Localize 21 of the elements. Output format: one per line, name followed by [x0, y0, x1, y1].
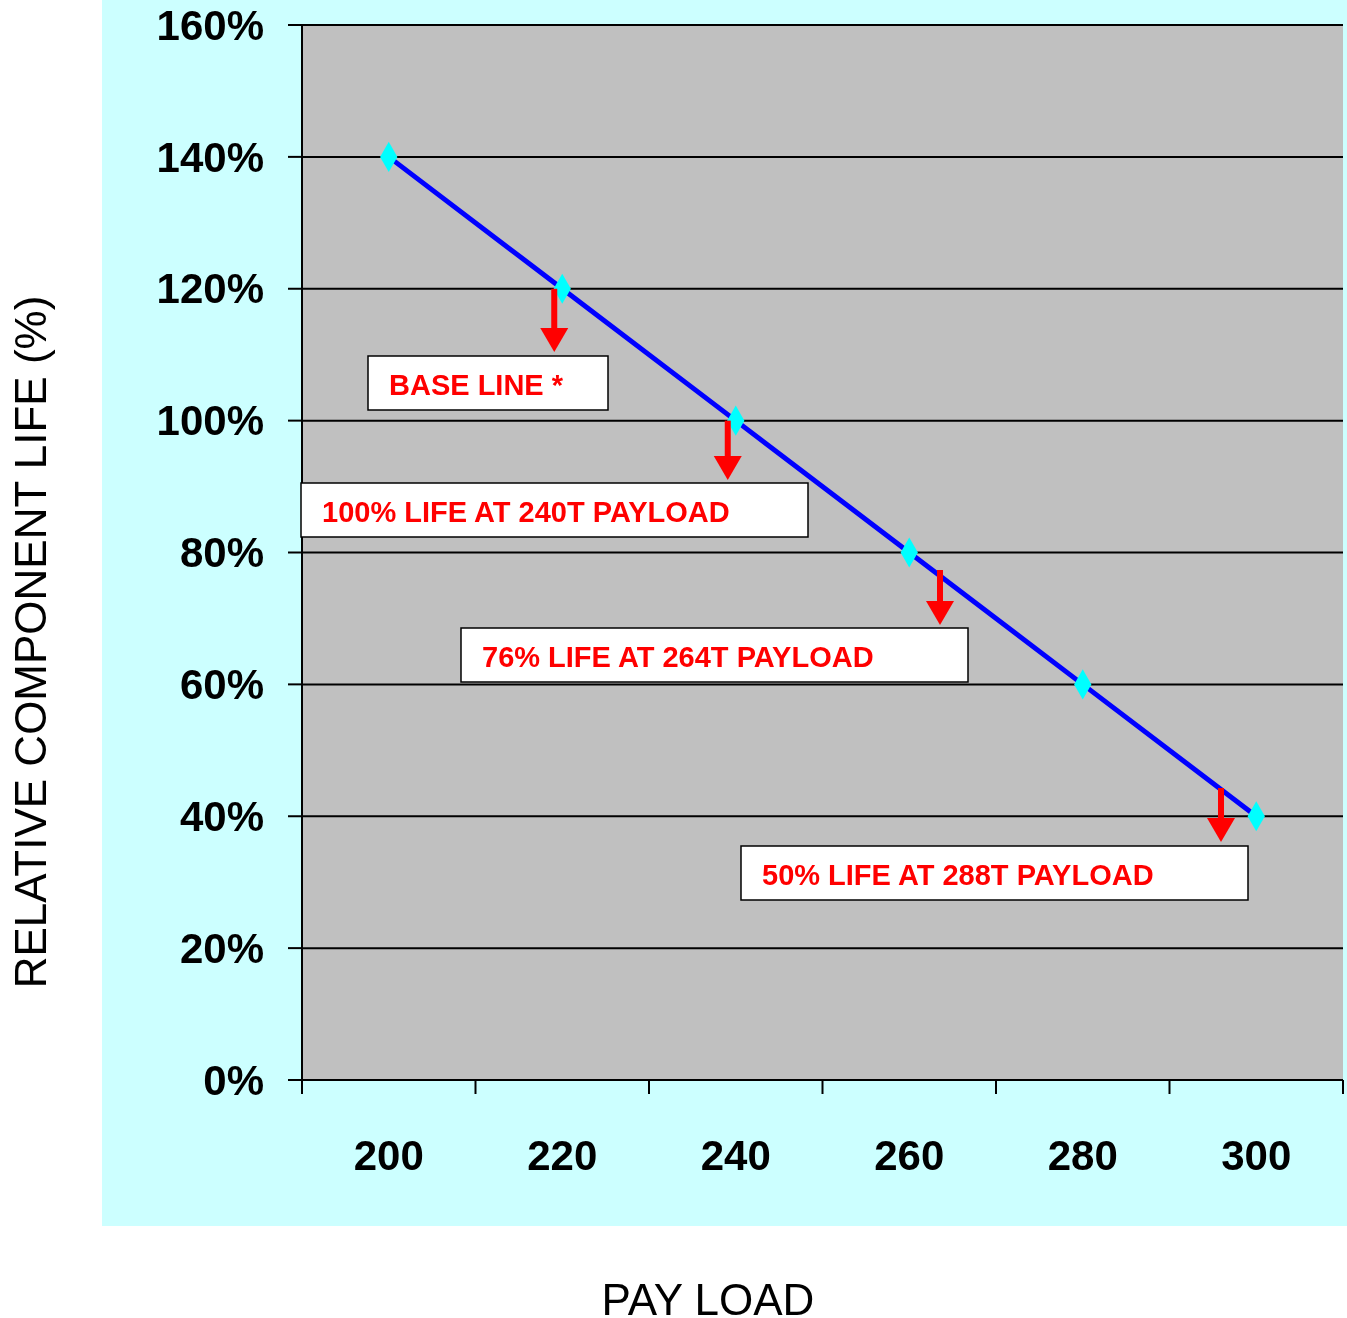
- annotation: 76% LIFE AT 264T PAYLOAD: [482, 641, 874, 673]
- x-tick-label: 280: [1047, 1132, 1118, 1179]
- y-tick-label: 0%: [203, 1056, 264, 1104]
- x-axis-title: PAY LOAD: [601, 1275, 815, 1318]
- x-tick-label: 260: [874, 1132, 945, 1179]
- y-tick-label: 140%: [156, 133, 264, 181]
- x-tick-label: 200: [353, 1132, 424, 1179]
- y-tick-label: 120%: [156, 265, 264, 313]
- annotation: 50% LIFE AT 288T PAYLOAD: [762, 859, 1154, 891]
- x-tick-label: 240: [700, 1132, 771, 1179]
- annotation: 100% LIFE AT 240T PAYLOAD: [322, 496, 730, 528]
- y-tick-label: 60%: [179, 661, 264, 709]
- annotation: BASE LINE *: [389, 369, 564, 401]
- y-axis-title: RELATIVE COMPONENT LIFE (%): [6, 295, 55, 989]
- y-tick-label: 160%: [156, 1, 264, 49]
- y-tick-label: 40%: [179, 792, 264, 840]
- x-tick-label: 300: [1221, 1132, 1292, 1179]
- y-tick-label: 80%: [179, 529, 264, 577]
- y-tick-label: 100%: [156, 397, 264, 445]
- y-tick-label: 20%: [179, 924, 264, 972]
- x-tick-label: 220: [527, 1132, 598, 1179]
